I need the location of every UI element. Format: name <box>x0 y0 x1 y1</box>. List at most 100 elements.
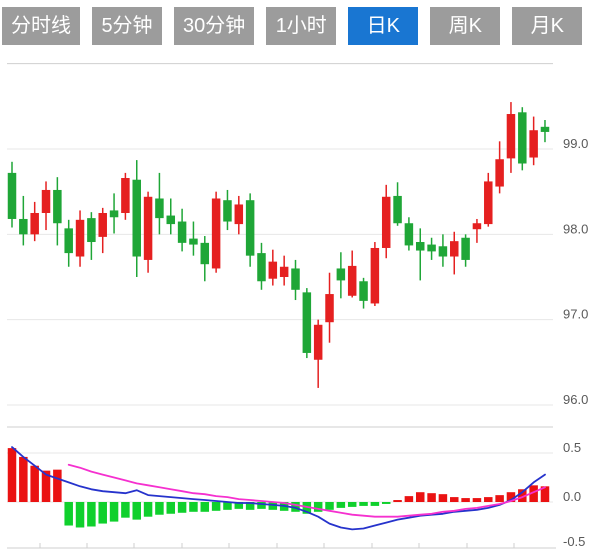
candle-body <box>200 242 210 265</box>
macd-bar <box>359 502 368 506</box>
macd-bar <box>257 502 266 509</box>
candle-body <box>109 210 119 218</box>
macd-axis-label: 0.5 <box>563 440 581 455</box>
macd-bar <box>540 486 550 502</box>
tab-interval-0[interactable]: 分时线 <box>2 7 80 45</box>
candle-11 <box>132 160 141 277</box>
macd-bar <box>484 497 493 502</box>
macd-bar <box>177 502 187 513</box>
candle-37 <box>427 237 436 260</box>
candle-9 <box>109 193 119 234</box>
candle-body <box>381 196 391 248</box>
candle-21 <box>245 193 255 267</box>
candle-body <box>518 112 527 164</box>
macd-bar <box>336 502 346 508</box>
candle-body <box>347 265 357 296</box>
candle-body <box>484 181 493 225</box>
candle-17 <box>200 236 210 282</box>
y-axis-labels: 99.0 98.0 97.0 96.0 0.5 0.0 -0.5 <box>563 136 588 549</box>
candle-body <box>19 218 28 235</box>
candle-41 <box>472 218 482 243</box>
macd-bar <box>7 448 17 502</box>
macd-bar <box>53 469 62 502</box>
macd-bar <box>506 492 516 502</box>
kline-chart-canvas[interactable]: 99.0 98.0 97.0 96.0 0.5 0.0 -0.5 <box>0 55 601 555</box>
macd-bar <box>30 465 39 502</box>
candle-body <box>41 189 51 213</box>
candle-23 <box>268 249 278 286</box>
tab-interval-4[interactable]: 日K <box>348 7 419 45</box>
dea-line <box>67 463 546 518</box>
macd-bar <box>450 497 459 502</box>
macd-bar <box>495 495 504 502</box>
interval-tabbar: 分时线 5分钟 30分钟 1小时 日K 周K 月K <box>0 0 601 45</box>
candle-body <box>495 159 504 187</box>
candle-32 <box>370 242 380 307</box>
macd-bar <box>121 502 130 518</box>
candle-body <box>189 238 198 245</box>
candle-7 <box>87 212 96 260</box>
price-axis-label: 99.0 <box>563 136 588 151</box>
tab-interval-2[interactable]: 30分钟 <box>174 7 255 45</box>
macd-bar <box>64 502 73 526</box>
candle-29 <box>336 252 346 299</box>
macd-bar <box>347 502 357 507</box>
tab-interval-1[interactable]: 5分钟 <box>92 7 162 45</box>
candle-31 <box>359 277 368 309</box>
candle-body <box>143 196 153 260</box>
macd-bar <box>87 502 96 527</box>
macd-axis-label: -0.5 <box>563 534 585 549</box>
candle-body <box>53 189 62 224</box>
tab-interval-3[interactable]: 1小时 <box>266 7 337 45</box>
macd-bar <box>529 485 538 502</box>
macd-bar <box>189 502 198 512</box>
candle-0 <box>7 161 17 228</box>
macd-bar <box>98 502 107 524</box>
candle-body <box>404 223 414 246</box>
candle-body <box>132 179 141 257</box>
candle-13 <box>155 172 164 235</box>
candle-body <box>223 200 232 222</box>
candle-30 <box>347 250 357 298</box>
macd-bar <box>245 502 255 510</box>
macd-bar <box>75 502 85 528</box>
macd-bar <box>438 494 448 502</box>
candle-34 <box>393 182 402 226</box>
candle-6 <box>75 210 85 267</box>
candle-body <box>427 244 436 252</box>
candle-body <box>336 268 346 281</box>
candle-body <box>234 204 244 225</box>
candle-body <box>121 178 130 213</box>
candle-body <box>472 223 482 230</box>
candle-10 <box>121 172 130 220</box>
candle-2 <box>30 201 39 242</box>
candle-body <box>279 266 289 277</box>
candle-4 <box>53 177 62 246</box>
macd-bar <box>313 502 323 512</box>
candle-15 <box>177 208 187 252</box>
macd-bar <box>166 502 176 514</box>
macd-bar <box>415 492 425 502</box>
candle-body <box>450 241 459 257</box>
candle-18 <box>211 191 221 273</box>
candle-16 <box>189 221 198 256</box>
macd-bar <box>427 493 436 502</box>
macd-bar <box>472 498 482 502</box>
price-axis-label: 96.0 <box>563 392 588 407</box>
candle-39 <box>450 231 459 275</box>
macd-bar <box>518 489 527 502</box>
tab-interval-6[interactable]: 月K <box>512 7 583 45</box>
price-axis-label: 98.0 <box>563 221 588 236</box>
candle-body <box>245 200 255 256</box>
tab-interval-5[interactable]: 周K <box>430 7 501 45</box>
dif-line <box>11 446 546 531</box>
kline-chart[interactable]: 99.0 98.0 97.0 96.0 0.5 0.0 -0.5 <box>0 55 601 555</box>
candle-43 <box>495 141 504 194</box>
candle-body <box>540 126 550 132</box>
macd-bar <box>143 502 153 517</box>
candle-body <box>291 268 300 290</box>
candle-body <box>166 215 176 225</box>
candle-body <box>98 212 107 237</box>
macd-bar <box>234 502 244 509</box>
